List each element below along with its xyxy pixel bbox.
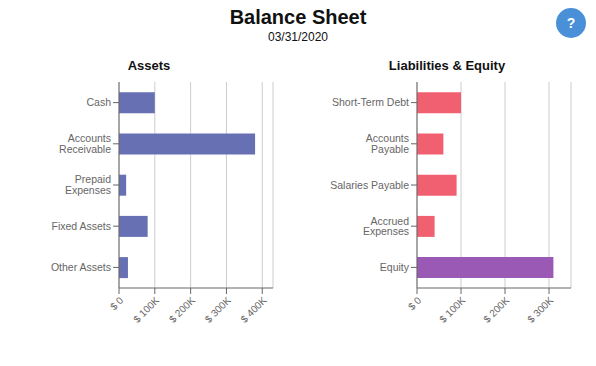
html-text:Assets: Assets (127, 58, 171, 73)
svg-text:Other Assets: Other Assets (51, 261, 111, 273)
svg-text:$ 100K: $ 100K (437, 294, 467, 324)
svg-text:$ 300K: $ 300K (203, 294, 233, 324)
svg-text:AccountsPayable: AccountsPayable (366, 132, 409, 155)
svg-text:AccountsReceivable: AccountsReceivable (59, 132, 111, 155)
svg-text:PrepaidExpenses: PrepaidExpenses (65, 173, 111, 196)
svg-text:Equity: Equity (380, 261, 410, 273)
svg-text:$ 300K: $ 300K (525, 294, 555, 324)
svg-text:AccruedExpenses: AccruedExpenses (363, 215, 409, 238)
svg-text:Short-Term Debt: Short-Term Debt (332, 96, 409, 108)
svg-text:$ 0: $ 0 (108, 294, 126, 312)
svg-text:Salaries Payable: Salaries Payable (330, 179, 409, 191)
svg-text:$ 100K: $ 100K (131, 294, 161, 324)
html-text:Liabilities & Equity: Liabilities & Equity (388, 58, 506, 73)
svg-text:$ 200K: $ 200K (167, 294, 197, 324)
svg-text:Fixed Assets: Fixed Assets (51, 220, 111, 232)
svg-text:$ 0: $ 0 (406, 294, 424, 312)
svg-text:$ 400K: $ 400K (238, 294, 268, 324)
html-text:03/31/2020: 03/31/2020 (268, 30, 328, 44)
html-text:Balance Sheet: Balance Sheet (229, 6, 367, 28)
svg-text:$ 200K: $ 200K (481, 294, 511, 324)
svg-text:Cash: Cash (86, 96, 111, 108)
